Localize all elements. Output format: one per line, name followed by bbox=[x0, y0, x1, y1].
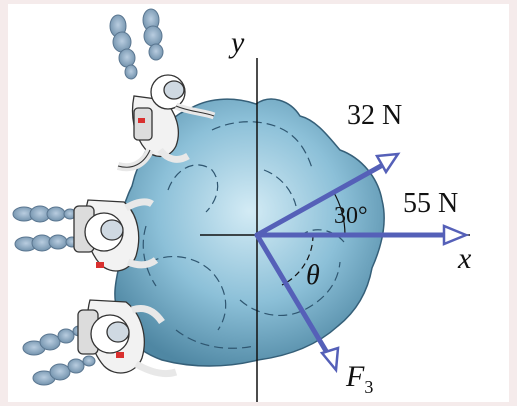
angle-theta-label: θ bbox=[306, 260, 320, 291]
force-f3-label-sub: 3 bbox=[364, 377, 374, 397]
exhaust-puff-bottom-2 bbox=[32, 355, 96, 386]
exhaust-puff-top-1 bbox=[109, 14, 138, 80]
force-55-label: 55 N bbox=[403, 188, 459, 219]
astronaut-3 bbox=[77, 299, 178, 378]
astronaut-2 bbox=[73, 198, 159, 272]
force-32-label: 32 N bbox=[347, 100, 403, 131]
exhaust-puff-mid-2 bbox=[14, 234, 79, 252]
exhaust-puff-top-2 bbox=[142, 8, 164, 61]
y-axis-label: y bbox=[231, 26, 245, 59]
exhaust-puff-mid-1 bbox=[12, 205, 77, 223]
exhaust-puffs bbox=[12, 8, 164, 386]
force-f3-label: F3 bbox=[346, 360, 374, 397]
asteroid bbox=[114, 98, 385, 367]
astronaut-1 bbox=[116, 74, 216, 172]
force-vector-f3 bbox=[254, 232, 340, 374]
x-axis-label: x bbox=[458, 242, 472, 275]
angle-30-label: 30° bbox=[334, 203, 368, 229]
force-vector-32 bbox=[254, 152, 401, 238]
exhaust-puff-bottom-1 bbox=[22, 325, 86, 356]
force-vector-55 bbox=[254, 224, 470, 246]
force-f3-label-main: F bbox=[346, 360, 365, 393]
